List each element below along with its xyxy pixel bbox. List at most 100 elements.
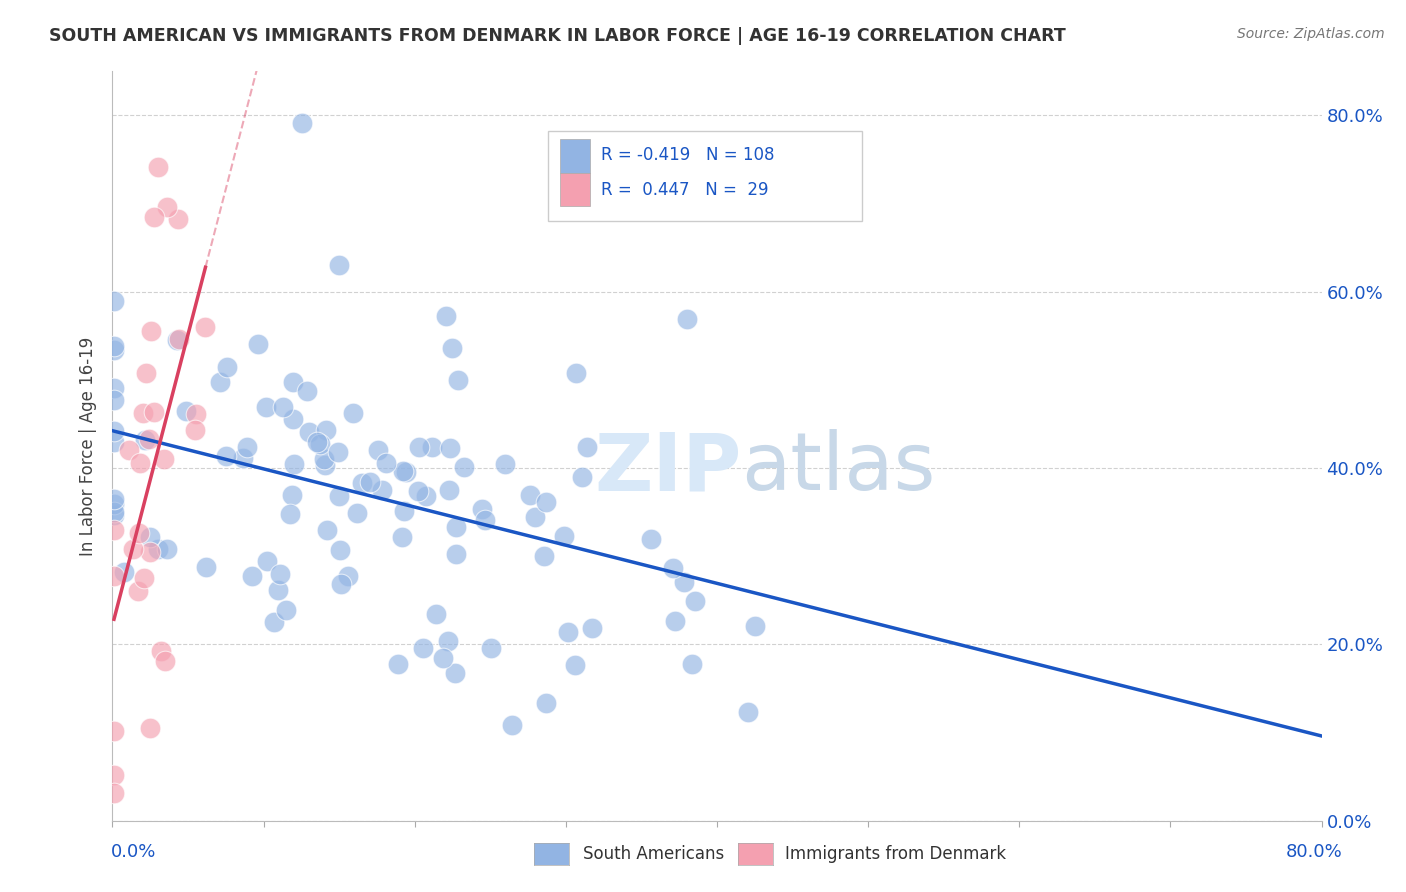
Point: [432, 650, 454, 665]
Text: ZIP: ZIP: [593, 429, 741, 508]
Text: Source: ZipAtlas.com: Source: ZipAtlas.com: [1237, 27, 1385, 41]
Point: [127, 584, 149, 599]
Point: [139, 722, 162, 736]
Point: [664, 614, 686, 628]
Point: [533, 549, 555, 563]
Point: [103, 768, 125, 782]
Point: [103, 497, 125, 511]
Point: [128, 456, 150, 470]
Point: [412, 640, 434, 655]
Point: [103, 505, 125, 519]
Point: [366, 443, 388, 458]
Point: [283, 457, 305, 471]
Point: [683, 593, 706, 607]
Point: [316, 523, 339, 537]
Point: [441, 341, 464, 355]
Y-axis label: In Labor Force | Age 16-19: In Labor Force | Age 16-19: [79, 336, 97, 556]
Point: [153, 451, 176, 466]
Point: [103, 343, 125, 358]
Text: Immigrants from Denmark: Immigrants from Denmark: [785, 845, 1005, 863]
Point: [661, 560, 683, 574]
Point: [453, 460, 475, 475]
Point: [150, 643, 173, 657]
Point: [103, 392, 125, 407]
Point: [307, 435, 329, 450]
Point: [391, 464, 413, 478]
Point: [534, 696, 557, 710]
Point: [103, 569, 125, 583]
Point: [524, 510, 547, 524]
Point: [420, 440, 443, 454]
Point: [564, 657, 586, 672]
Point: [167, 332, 190, 346]
Point: [387, 657, 409, 671]
Point: [215, 449, 238, 463]
Point: [408, 440, 430, 454]
Point: [186, 407, 208, 421]
Point: [103, 435, 125, 450]
Point: [297, 384, 319, 398]
Text: SOUTH AMERICAN VS IMMIGRANTS FROM DENMARK IN LABOR FORCE | AGE 16-19 CORRELATION: SOUTH AMERICAN VS IMMIGRANTS FROM DENMAR…: [49, 27, 1066, 45]
Point: [254, 401, 277, 415]
Point: [565, 366, 588, 380]
Point: [103, 523, 125, 537]
Point: [269, 566, 291, 581]
Point: [280, 508, 302, 522]
Point: [103, 508, 125, 522]
Point: [479, 641, 502, 656]
Point: [194, 320, 217, 334]
Point: [195, 560, 218, 574]
Point: [342, 406, 364, 420]
Point: [406, 484, 429, 499]
Point: [103, 786, 125, 800]
Point: [395, 465, 418, 479]
Point: [298, 425, 321, 439]
Point: [737, 706, 759, 720]
Point: [103, 381, 125, 395]
Point: [425, 607, 447, 621]
Point: [371, 483, 394, 497]
Point: [184, 423, 207, 437]
Point: [128, 525, 150, 540]
FancyBboxPatch shape: [548, 131, 862, 221]
Point: [103, 339, 125, 353]
Point: [215, 360, 238, 375]
Point: [350, 475, 373, 490]
Point: [437, 633, 460, 648]
Point: [681, 657, 703, 671]
Point: [103, 723, 125, 738]
Point: [167, 212, 190, 227]
Point: [146, 160, 169, 174]
Point: [444, 520, 467, 534]
Point: [501, 718, 523, 732]
Point: [132, 571, 155, 585]
Point: [576, 440, 599, 454]
Point: [166, 333, 188, 347]
Point: [359, 475, 381, 490]
Point: [103, 491, 125, 506]
Point: [374, 456, 396, 470]
Point: [312, 451, 335, 466]
Point: [415, 490, 437, 504]
Point: [494, 457, 516, 471]
Point: [328, 489, 350, 503]
Point: [263, 615, 285, 629]
Point: [271, 400, 294, 414]
Point: [330, 576, 353, 591]
Point: [174, 404, 197, 418]
Point: [444, 547, 467, 561]
Point: [141, 324, 163, 338]
Point: [519, 488, 541, 502]
Point: [581, 621, 603, 635]
Point: [103, 424, 125, 438]
Point: [281, 488, 304, 502]
Point: [232, 450, 254, 465]
Point: [103, 293, 125, 308]
Point: [675, 312, 697, 326]
Point: [155, 654, 177, 668]
Point: [329, 543, 352, 558]
Point: [148, 542, 170, 557]
Point: [235, 440, 257, 454]
Point: [443, 666, 465, 681]
Text: 80.0%: 80.0%: [1286, 843, 1343, 861]
